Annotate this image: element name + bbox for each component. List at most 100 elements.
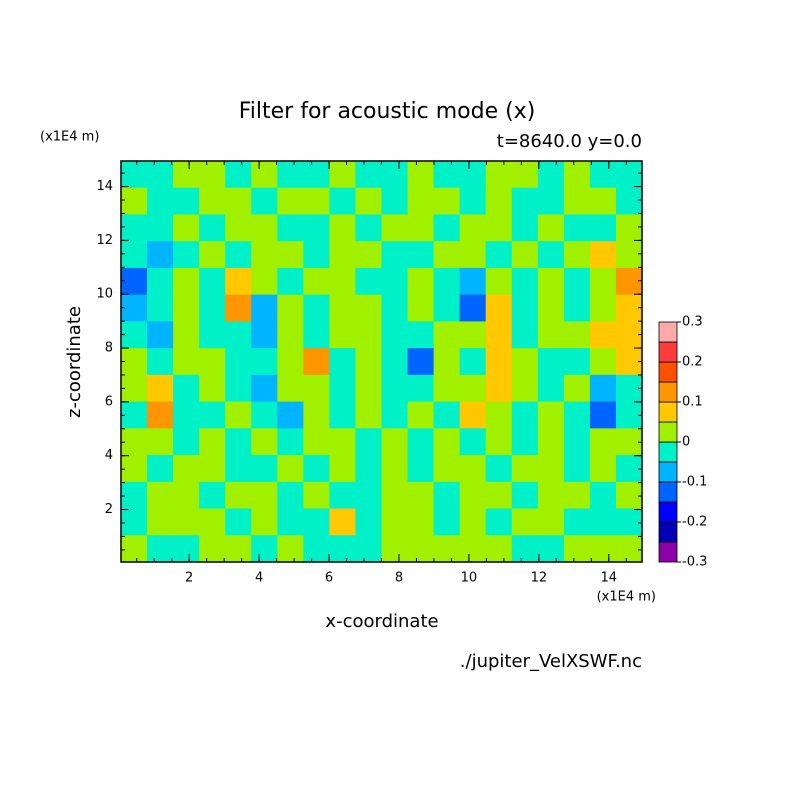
field-cell [537, 348, 565, 376]
colorbar-tick-label: -0.2 [682, 515, 707, 530]
field-cell [459, 214, 487, 242]
field-cell [251, 401, 278, 429]
field-cell [563, 294, 591, 322]
colorbar-band [658, 541, 678, 563]
field-cell [589, 428, 617, 456]
field-cell [199, 294, 226, 322]
field-cell [329, 294, 356, 322]
field-cell [537, 401, 565, 429]
field-cell [537, 428, 565, 456]
field-cell [277, 187, 304, 215]
field-cell [407, 214, 435, 242]
field-cell [459, 267, 487, 296]
field-cell [199, 187, 226, 215]
field-cell [511, 481, 539, 510]
field-cell [511, 508, 539, 536]
field-cell [329, 455, 356, 483]
field-cell [147, 428, 174, 456]
field-cell [355, 348, 382, 376]
field-cell [511, 374, 539, 403]
field-cell [381, 294, 409, 322]
field-cell [381, 214, 409, 242]
y-tick-label: 2 [105, 502, 113, 517]
field-cell [537, 294, 565, 322]
field-cell [589, 214, 617, 242]
field-cell [407, 374, 435, 403]
field-cell [485, 374, 513, 403]
field-cell [329, 321, 356, 349]
field-cell [121, 321, 148, 349]
field-cell [407, 321, 435, 349]
field-cell [303, 401, 330, 429]
field-cell [225, 348, 252, 376]
field-cell [225, 161, 252, 189]
field-cell [485, 267, 513, 296]
field-cell [511, 348, 539, 376]
field-cell [329, 428, 356, 456]
colorbar-band [658, 501, 678, 523]
field-cell [329, 187, 356, 215]
x-tick-label: 12 [531, 571, 548, 586]
field-cell [433, 187, 461, 215]
field-cell [199, 267, 226, 296]
field-cell [407, 187, 435, 215]
field-cell [173, 481, 200, 510]
field-cell [225, 508, 252, 536]
field-cell [303, 161, 330, 189]
x-tick-label: 2 [185, 571, 193, 586]
field-cell [173, 241, 200, 269]
y-tick-label: 10 [96, 287, 113, 302]
field-cell [277, 481, 304, 510]
field-cell [277, 348, 304, 376]
field-cell [407, 241, 435, 269]
field-cell [303, 374, 330, 403]
field-cell [329, 401, 356, 429]
field-cell [407, 481, 435, 510]
field-cell [381, 161, 409, 189]
field-cell [407, 161, 435, 189]
y-unit: (x1E4 m) [40, 130, 99, 145]
field-cell [147, 214, 174, 242]
field-cell [589, 241, 617, 269]
field-cell [537, 241, 565, 269]
colorbar-tick-label: -0.3 [682, 555, 707, 570]
field-cell [615, 187, 643, 215]
field-cell [303, 214, 330, 242]
field-cell [459, 321, 487, 349]
field-cell [199, 401, 226, 429]
field-cell [511, 214, 539, 242]
field-cell [225, 187, 252, 215]
field [121, 161, 643, 563]
x-axis-label: x-coordinate [325, 611, 438, 632]
colorbar-band [658, 341, 678, 363]
field-cell [121, 267, 148, 296]
field-cell [121, 428, 148, 456]
x-tick-label: 4 [255, 571, 263, 586]
field-cell [199, 241, 226, 269]
field-cell [615, 481, 643, 510]
x-tick-label: 8 [395, 571, 403, 586]
field-cell [173, 455, 200, 483]
field-cell [589, 161, 617, 189]
field-cell [173, 187, 200, 215]
field-cell [251, 428, 278, 456]
field-cell [277, 535, 304, 563]
field-cell [563, 348, 591, 376]
field-cell [329, 481, 356, 510]
field-cell [537, 481, 565, 510]
field-cell [433, 321, 461, 349]
field-cell [277, 428, 304, 456]
field-cell [433, 374, 461, 403]
y-tick-label: 14 [96, 179, 113, 194]
field-cell [589, 535, 617, 563]
field-cell [355, 455, 382, 483]
field-cell [537, 455, 565, 483]
field-cell [225, 455, 252, 483]
axes: 2 4 6 8 10 12 14 2 4 6 8 10 12 14 -0.3 -0.2 -0.1 0 0.1 0.2 0… [96, 160, 707, 586]
colorbar-tick-label: 0.2 [682, 355, 703, 370]
colorbar-tick-label: 0.1 [682, 395, 703, 410]
field-cell [485, 321, 513, 349]
field-cell [563, 428, 591, 456]
field-cell [329, 241, 356, 269]
field-cell [329, 161, 356, 189]
